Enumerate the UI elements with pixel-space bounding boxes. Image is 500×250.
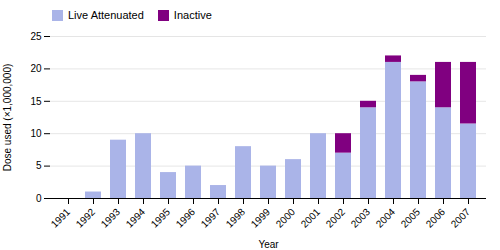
svg-text:25: 25: [30, 31, 42, 42]
svg-text:1993: 1993: [99, 206, 123, 230]
svg-text:1994: 1994: [124, 206, 148, 230]
svg-text:1997: 1997: [199, 206, 223, 230]
svg-text:1999: 1999: [249, 206, 273, 230]
html-text:Inactive: Inactive: [173, 9, 212, 21]
svg-text:15: 15: [30, 96, 42, 107]
svg-text:1998: 1998: [224, 206, 248, 230]
svg-text:10: 10: [30, 128, 42, 139]
html-text:Live Attenuated: Live Attenuated: [68, 9, 144, 21]
svg-text:20: 20: [30, 63, 42, 74]
svg-text:2004: 2004: [374, 206, 398, 230]
svg-text:1991: 1991: [49, 206, 73, 230]
svg-text:1995: 1995: [149, 206, 173, 230]
svg-text:2000: 2000: [274, 206, 298, 230]
svg-text:Dose used (×1,000,000): Dose used (×1,000,000): [2, 64, 13, 172]
svg-text:2002: 2002: [324, 206, 348, 230]
svg-text:2003: 2003: [349, 206, 373, 230]
svg-text:2006: 2006: [424, 206, 448, 230]
svg-text:5: 5: [36, 160, 42, 171]
svg-text:Year: Year: [258, 239, 279, 250]
svg-text:2001: 2001: [299, 206, 323, 230]
svg-text:1996: 1996: [174, 206, 198, 230]
svg-text:0: 0: [36, 193, 42, 204]
svg-text:2005: 2005: [399, 206, 423, 230]
svg-text:1992: 1992: [74, 206, 98, 230]
svg-text:2007: 2007: [449, 206, 473, 230]
